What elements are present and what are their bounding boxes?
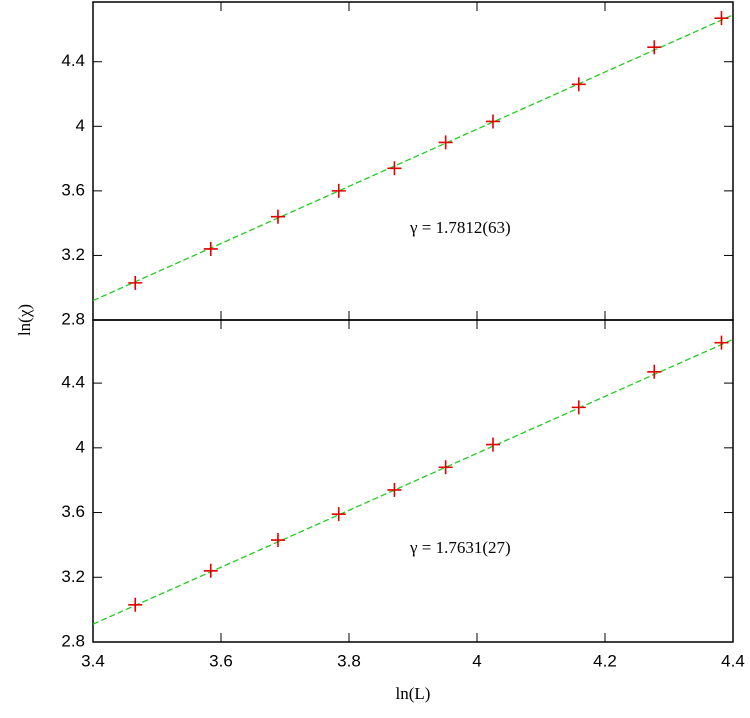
plot-frame <box>92 319 734 643</box>
marker <box>331 507 346 522</box>
y-tick-label: 4.4 <box>61 373 85 392</box>
annotation: γ = 1.7812(63) <box>409 218 511 237</box>
y-tick-label: 3.6 <box>61 180 85 199</box>
y-tick-label: 3.6 <box>61 502 85 521</box>
marker <box>387 161 402 176</box>
fit-line <box>92 338 734 625</box>
x-tick-label: 3.6 <box>209 651 233 670</box>
marker <box>438 135 453 150</box>
marker <box>438 460 453 475</box>
x-tick-label: 3.4 <box>81 651 105 670</box>
marker <box>714 11 729 26</box>
marker <box>647 40 662 55</box>
marker <box>387 482 402 497</box>
marker <box>331 183 346 198</box>
y-tick-label: 4 <box>76 437 85 456</box>
y-tick-label: 2.8 <box>61 309 85 328</box>
marker <box>128 597 143 612</box>
marker <box>486 437 500 452</box>
x-tick-label: 4 <box>472 651 481 670</box>
marker <box>571 400 586 415</box>
y-tick-label: 3.2 <box>61 245 85 264</box>
marker <box>203 563 218 578</box>
fit-line <box>92 14 734 302</box>
marker <box>571 77 586 92</box>
marker <box>714 335 729 350</box>
y-tick-label: 2.8 <box>61 631 85 650</box>
y-tick-label: 4 <box>76 116 85 135</box>
x-tick-label: 4.4 <box>721 651 745 670</box>
marker <box>647 364 662 379</box>
annotation: γ = 1.7631(27) <box>409 538 511 557</box>
plot-frame <box>92 1 734 321</box>
marker <box>486 114 500 129</box>
x-tick-label: 4.2 <box>593 651 617 670</box>
marker <box>270 209 285 224</box>
y-axis-label: ln(χ) <box>15 304 34 336</box>
y-tick-label: 3.2 <box>61 567 85 586</box>
marker <box>203 241 218 256</box>
marker <box>270 533 285 548</box>
x-tick-label: 3.8 <box>337 651 361 670</box>
x-axis-label: ln(L) <box>396 684 431 703</box>
y-tick-label: 4.4 <box>61 51 85 70</box>
marker <box>128 275 143 290</box>
